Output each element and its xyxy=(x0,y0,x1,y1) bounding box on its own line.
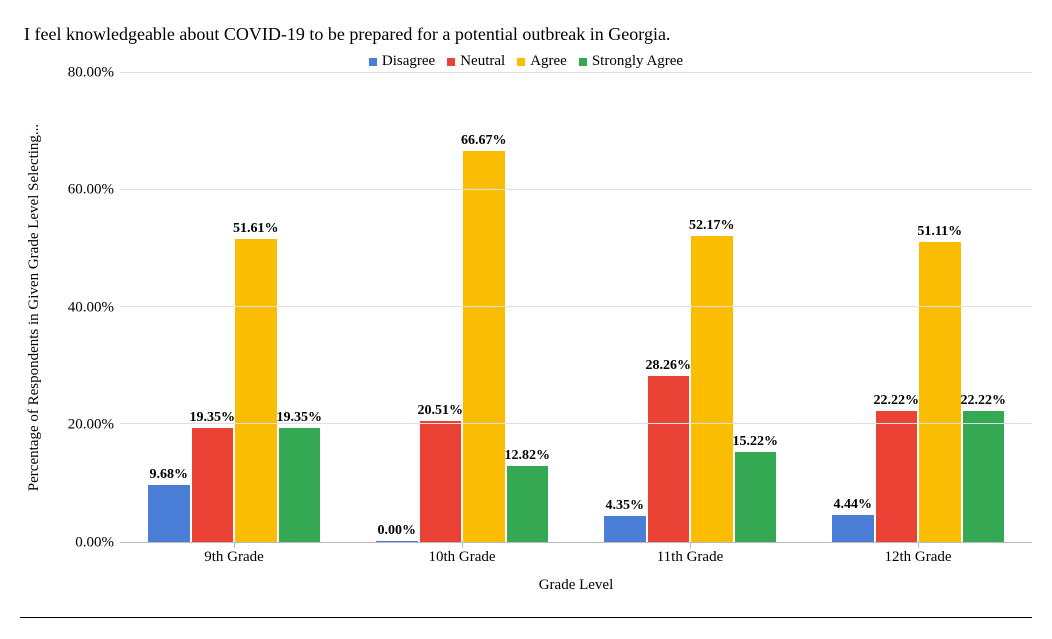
chart-title: I feel knowledgeable about COVID-19 to b… xyxy=(20,20,1032,53)
legend-label: Disagree xyxy=(382,53,435,70)
legend-item: Agree xyxy=(517,53,567,70)
bar: 12.82% xyxy=(507,466,549,541)
x-axis-categories: 9th Grade10th Grade11th Grade12th Grade xyxy=(120,543,1032,575)
x-category-label: 11th Grade xyxy=(576,543,804,575)
bar-value-label: 22.22% xyxy=(874,393,920,411)
gridline xyxy=(120,72,1032,73)
bar-value-label: 51.11% xyxy=(917,224,962,242)
y-tick-label: 0.00% xyxy=(75,534,114,551)
legend-swatch xyxy=(517,58,525,66)
bar-value-label: 19.35% xyxy=(190,410,236,428)
x-category-label: 10th Grade xyxy=(348,543,576,575)
legend-label: Strongly Agree xyxy=(592,53,683,70)
x-category-label: 9th Grade xyxy=(120,543,348,575)
bar-value-label: 4.44% xyxy=(834,497,873,515)
bar: 66.67% xyxy=(463,151,505,542)
legend-item: Strongly Agree xyxy=(579,53,683,70)
gridline xyxy=(120,306,1032,307)
bar: 15.22% xyxy=(735,452,777,541)
bar-value-label: 66.67% xyxy=(461,133,507,151)
y-tick-label: 60.00% xyxy=(68,182,114,199)
bar-value-label: 15.22% xyxy=(733,434,779,452)
legend-swatch xyxy=(369,58,377,66)
bar-value-label: 4.35% xyxy=(606,498,645,516)
bar: 52.17% xyxy=(691,236,733,542)
chart-container: I feel knowledgeable about COVID-19 to b… xyxy=(20,20,1032,618)
bar: 51.11% xyxy=(919,242,961,542)
plot-area: 9.68%19.35%51.61%19.35%0.00%20.51%66.67%… xyxy=(120,73,1032,543)
x-axis-label: Grade Level xyxy=(20,575,1032,594)
bar: 51.61% xyxy=(235,239,277,542)
bar: 22.22% xyxy=(876,411,918,541)
y-axis-ticks: 0.00%20.00%40.00%60.00%80.00% xyxy=(50,73,120,543)
bar: 19.35% xyxy=(279,428,321,541)
legend-swatch xyxy=(447,58,455,66)
bar-groups: 9.68%19.35%51.61%19.35%0.00%20.51%66.67%… xyxy=(120,73,1032,542)
bar-value-label: 22.22% xyxy=(961,393,1007,411)
y-tick-label: 40.00% xyxy=(68,299,114,316)
bar-group: 0.00%20.51%66.67%12.82% xyxy=(348,73,576,542)
legend-item: Neutral xyxy=(447,53,505,70)
bar-group: 4.44%22.22%51.11%22.22% xyxy=(804,73,1032,542)
bar-value-label: 51.61% xyxy=(233,221,279,239)
y-axis-label: Percentage of Respondents in Given Grade… xyxy=(27,124,44,491)
y-axis-label-container: Percentage of Respondents in Given Grade… xyxy=(20,73,50,543)
bar-value-label: 52.17% xyxy=(689,218,735,236)
gridline xyxy=(120,423,1032,424)
bar: 9.68% xyxy=(148,485,190,542)
bar-value-label: 28.26% xyxy=(646,358,692,376)
y-tick-label: 20.00% xyxy=(68,417,114,434)
bar-value-label: 20.51% xyxy=(418,403,464,421)
bar-value-label: 12.82% xyxy=(505,448,551,466)
plot-row: Percentage of Respondents in Given Grade… xyxy=(20,73,1032,543)
legend: Disagree Neutral Agree Strongly Agree xyxy=(20,53,1032,73)
bar-group: 4.35%28.26%52.17%15.22% xyxy=(576,73,804,542)
legend-label: Neutral xyxy=(460,53,505,70)
legend-label: Agree xyxy=(530,53,567,70)
bar: 22.22% xyxy=(963,411,1005,541)
bar-group: 9.68%19.35%51.61%19.35% xyxy=(120,73,348,542)
bar: 19.35% xyxy=(192,428,234,541)
bar-value-label: 0.00% xyxy=(378,523,417,541)
bar-value-label: 19.35% xyxy=(277,410,323,428)
bar: 4.35% xyxy=(604,516,646,542)
x-category-label: 12th Grade xyxy=(804,543,1032,575)
bar-value-label: 9.68% xyxy=(150,467,189,485)
legend-item: Disagree xyxy=(369,53,435,70)
gridline xyxy=(120,189,1032,190)
bar: 28.26% xyxy=(648,376,690,542)
y-tick-label: 80.00% xyxy=(68,64,114,81)
bar: 4.44% xyxy=(832,515,874,541)
legend-swatch xyxy=(579,58,587,66)
bar: 0.00% xyxy=(376,541,418,542)
bar: 20.51% xyxy=(420,421,462,541)
